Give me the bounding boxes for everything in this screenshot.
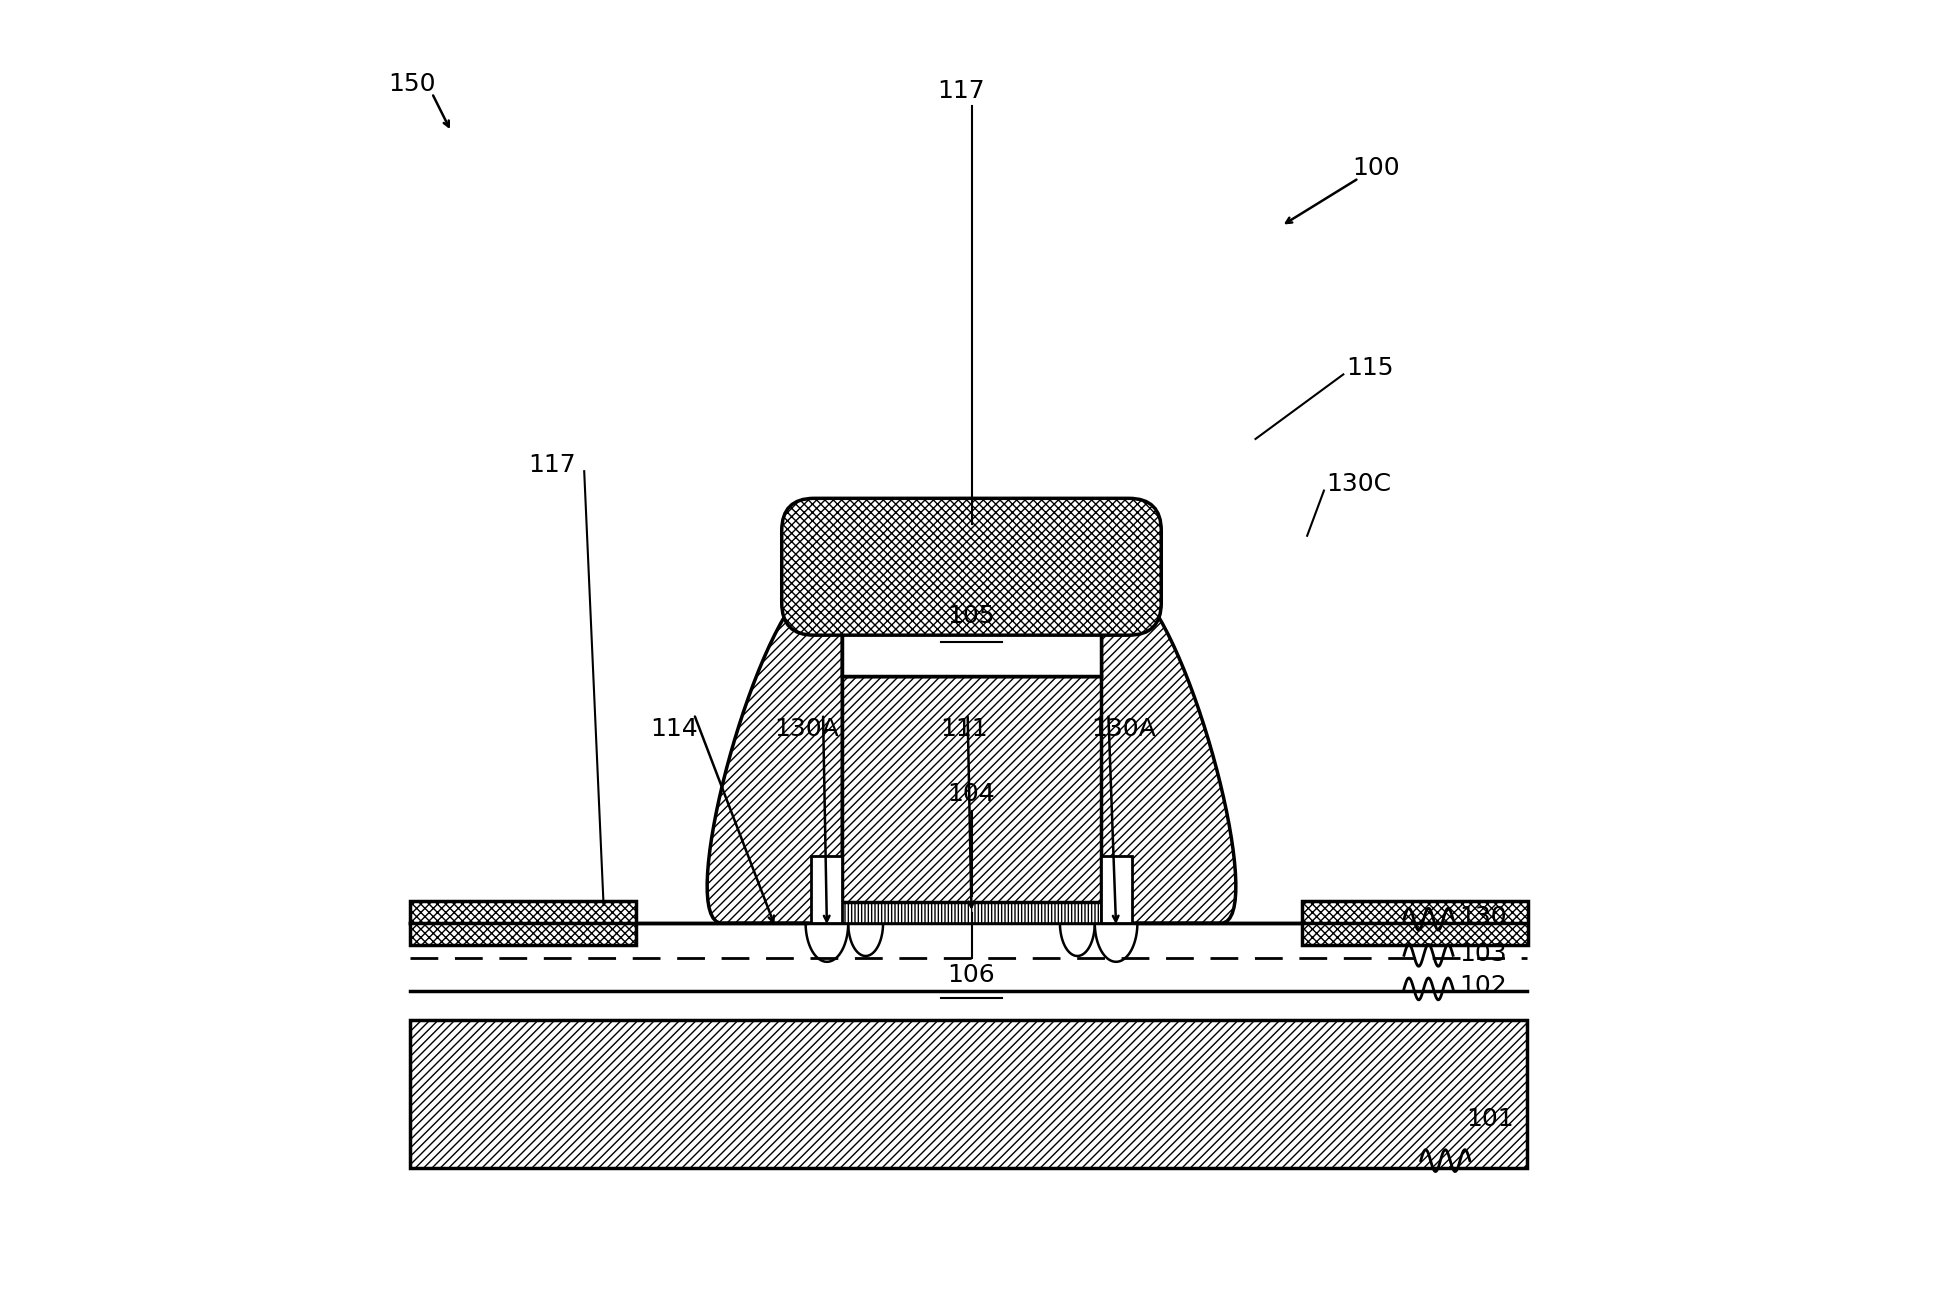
Bar	[843, 676, 1100, 902]
Bar	[410, 901, 635, 945]
Text: 104: 104	[948, 782, 995, 806]
Text: 117: 117	[937, 79, 985, 103]
Text: 106: 106	[948, 963, 995, 986]
Text: 103: 103	[1459, 942, 1508, 966]
Text: 115: 115	[1346, 356, 1393, 380]
Bar	[410, 1020, 1527, 1168]
Bar	[843, 902, 1100, 923]
Text: 100: 100	[1352, 156, 1401, 179]
Polygon shape	[707, 578, 843, 923]
Text: 130C: 130C	[1327, 473, 1391, 496]
Text: 150: 150	[389, 72, 435, 96]
Text: 130: 130	[1459, 905, 1508, 928]
FancyBboxPatch shape	[781, 498, 1162, 635]
Text: 111: 111	[940, 718, 987, 741]
Bar	[1302, 901, 1527, 945]
Bar	[812, 856, 843, 923]
Polygon shape	[1100, 578, 1236, 923]
Bar	[1100, 856, 1131, 923]
Text: 114: 114	[651, 718, 698, 741]
Text: 130A: 130A	[773, 718, 839, 741]
Bar	[843, 593, 1100, 676]
Text: 102: 102	[1459, 975, 1508, 998]
Text: 130A: 130A	[1092, 718, 1156, 741]
Text: 117: 117	[528, 453, 575, 476]
Text: 105: 105	[948, 604, 995, 627]
Text: 101: 101	[1465, 1108, 1514, 1131]
Bar	[843, 593, 1100, 676]
